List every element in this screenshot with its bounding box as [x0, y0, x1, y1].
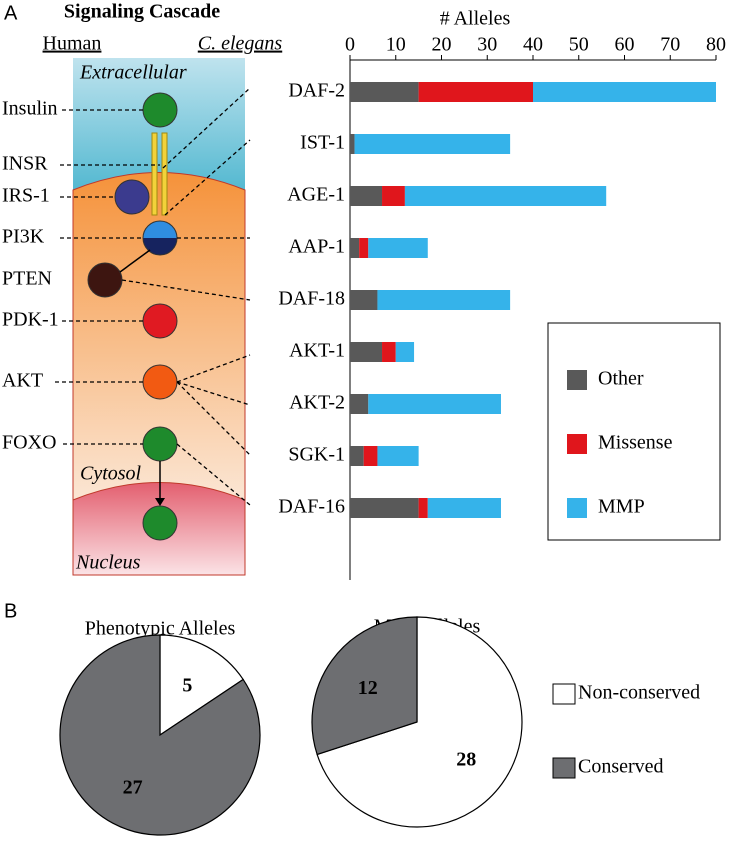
arrow-head: [155, 498, 165, 506]
panel-label: B: [4, 600, 17, 622]
x-tick-label: 40: [523, 34, 543, 56]
axis-label: # Alleles: [440, 8, 511, 30]
bar: [350, 134, 355, 154]
node: [142, 505, 178, 541]
protein-label: PDK-1: [2, 309, 59, 331]
x-tick-label: 10: [386, 34, 406, 56]
bar: [350, 238, 360, 258]
bar: [354, 134, 511, 154]
x-tick-label: 60: [615, 34, 635, 56]
bar: [350, 498, 419, 518]
node: [142, 426, 178, 462]
node: [142, 92, 178, 128]
panel-label: A: [4, 2, 18, 24]
bar: [350, 186, 383, 206]
category-label: AKT-2: [289, 392, 345, 414]
category-label: AKT-1: [289, 340, 345, 362]
node: [142, 303, 178, 339]
pie-slice: [59, 634, 261, 836]
category-label: DAF-2: [288, 80, 345, 102]
legend-swatch: [567, 498, 587, 518]
bar: [533, 82, 716, 102]
protein-label: PI3K: [2, 226, 45, 248]
bar: [350, 82, 419, 102]
protein-label: PTEN: [2, 268, 52, 290]
bar: [404, 186, 607, 206]
pie-slice: [316, 616, 523, 828]
legend-label: Missense: [598, 432, 673, 454]
bar: [382, 186, 405, 206]
compartment: Extracellular: [79, 62, 187, 84]
legend-swatch: [552, 683, 576, 705]
pie-slice: [311, 616, 418, 756]
legend-swatch: [552, 757, 576, 779]
compartment: Nucleus: [75, 552, 141, 574]
cell-diagram: Extracellular Cytosol Nucleus: [55, 58, 251, 576]
protein-label: IRS-1: [2, 185, 50, 207]
header: Human: [43, 33, 102, 55]
x-tick-label: 30: [477, 34, 497, 56]
bar: [350, 290, 378, 310]
diagram-title: Signaling Cascade: [64, 1, 220, 23]
compartment: Cytosol: [80, 463, 142, 485]
bar: [368, 394, 501, 414]
protein-label: Insulin: [2, 98, 58, 120]
bar: [395, 342, 415, 362]
bar: [368, 238, 428, 258]
header: C. elegans: [198, 33, 283, 55]
x-tick-label: 70: [660, 34, 680, 56]
category-label: SGK-1: [288, 444, 345, 466]
category-label: AGE-1: [287, 184, 345, 206]
node: [87, 262, 123, 298]
bar: [427, 498, 501, 518]
bar: [350, 394, 369, 414]
protein-label: INSR: [2, 153, 48, 175]
value-label: 28: [456, 748, 476, 770]
x-tick-label: 0: [345, 34, 355, 56]
connector: [55, 87, 251, 506]
value-label: 27: [123, 777, 143, 799]
bar: [359, 238, 369, 258]
x-tick-label: 50: [569, 34, 589, 56]
bar: [363, 446, 378, 466]
category-label: DAF-16: [278, 496, 345, 518]
legend-label: Other: [598, 368, 644, 390]
category-label: DAF-18: [278, 288, 345, 310]
bar: [350, 446, 364, 466]
category-label: IST-1: [300, 132, 345, 154]
legend-label: Conserved: [578, 756, 664, 778]
legend-label: Non-conserved: [578, 682, 700, 704]
receptor: [161, 132, 168, 216]
legend-label: MMP: [598, 496, 645, 518]
x-tick-label: 20: [432, 34, 452, 56]
receptor: [151, 132, 158, 216]
pie-title: Phenotypic Alleles: [85, 618, 236, 640]
bar: [377, 290, 511, 310]
bar: [350, 342, 383, 362]
node: [142, 364, 178, 400]
bar: [382, 342, 396, 362]
bar: [377, 446, 419, 466]
pie-slice: [159, 634, 244, 737]
value-label: 5: [182, 674, 192, 696]
node: [114, 179, 150, 215]
x-tick-label: 80: [706, 34, 726, 56]
node: [142, 220, 178, 256]
legend-swatch: [567, 434, 587, 454]
legend-swatch: [567, 370, 587, 390]
bar: [418, 498, 428, 518]
value-label: 12: [358, 677, 378, 699]
bar: [418, 82, 533, 102]
category-label: AAP-1: [288, 236, 345, 258]
protein-label: FOXO: [2, 432, 56, 454]
protein-label: AKT: [2, 370, 43, 392]
inhibition: [119, 249, 151, 273]
